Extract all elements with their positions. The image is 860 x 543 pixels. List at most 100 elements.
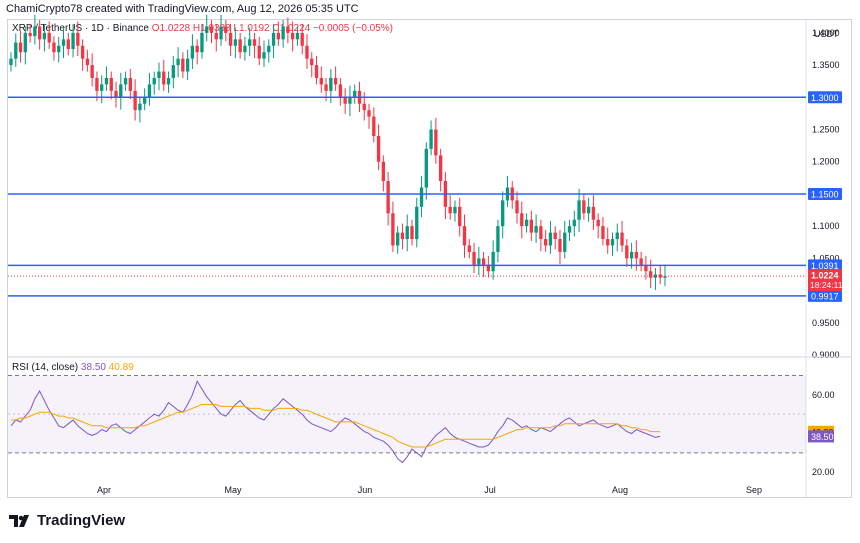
candle-body[interactable]: [219, 26, 223, 40]
candle-body[interactable]: [391, 213, 395, 246]
candle-body[interactable]: [248, 39, 252, 46]
candle-body[interactable]: [458, 206, 462, 227]
candle-body[interactable]: [100, 84, 104, 91]
candle-body[interactable]: [481, 258, 486, 265]
candle-body[interactable]: [348, 97, 352, 104]
candle-body[interactable]: [9, 58, 13, 66]
candle-body[interactable]: [190, 45, 195, 59]
candle-body[interactable]: [653, 274, 658, 278]
candle-body[interactable]: [209, 26, 214, 33]
candle-body[interactable]: [214, 32, 218, 40]
candle-body[interactable]: [152, 77, 156, 85]
candle-body[interactable]: [300, 32, 304, 46]
candle-body[interactable]: [438, 155, 443, 182]
candle-body[interactable]: [76, 32, 80, 46]
candle-body[interactable]: [57, 45, 61, 53]
candle-body[interactable]: [553, 232, 557, 240]
candle-body[interactable]: [290, 32, 295, 40]
candle-body[interactable]: [18, 42, 23, 53]
candle-body[interactable]: [142, 97, 147, 104]
candle-body[interactable]: [610, 239, 615, 246]
candle-body[interactable]: [396, 232, 400, 246]
candle-body[interactable]: [166, 77, 171, 85]
candle-body[interactable]: [529, 219, 534, 233]
candle-body[interactable]: [563, 232, 567, 252]
candle-body[interactable]: [47, 32, 51, 43]
candle-body[interactable]: [367, 110, 371, 117]
candle-body[interactable]: [243, 45, 247, 53]
candle-body[interactable]: [453, 206, 457, 214]
candle-body[interactable]: [376, 135, 381, 162]
candle-body[interactable]: [625, 245, 629, 259]
candle-body[interactable]: [601, 226, 605, 240]
candle-body[interactable]: [33, 26, 37, 37]
candle-body[interactable]: [467, 245, 471, 252]
candle-body[interactable]: [620, 232, 624, 246]
candle-body[interactable]: [448, 206, 452, 214]
candle-body[interactable]: [66, 39, 70, 49]
candle-body[interactable]: [524, 219, 529, 227]
symbol-title[interactable]: XRP / TetherUS · 1D · Binance: [12, 23, 149, 34]
candle-body[interactable]: [114, 90, 118, 98]
candle-body[interactable]: [61, 39, 66, 46]
candle-body[interactable]: [386, 181, 390, 214]
candle-body[interactable]: [534, 226, 538, 233]
candle-body[interactable]: [582, 200, 586, 214]
candle-body[interactable]: [381, 161, 386, 182]
candle-body[interactable]: [543, 239, 548, 246]
candle-body[interactable]: [314, 65, 319, 78]
candle-body[interactable]: [305, 45, 309, 59]
candle-body[interactable]: [310, 58, 314, 66]
candle-body[interactable]: [195, 45, 199, 53]
rsi-title[interactable]: RSI (14, close): [12, 362, 79, 373]
candle-body[interactable]: [128, 77, 133, 91]
candle-body[interactable]: [176, 58, 180, 66]
candle-body[interactable]: [228, 32, 233, 46]
candle-body[interactable]: [42, 32, 47, 40]
candle-body[interactable]: [649, 271, 653, 278]
candle-body[interactable]: [434, 129, 438, 156]
candle-body[interactable]: [200, 32, 204, 53]
candle-body[interactable]: [491, 251, 495, 272]
candle-body[interactable]: [205, 26, 209, 33]
tradingview-logo[interactable]: TradingView: [9, 512, 125, 529]
candle-body[interactable]: [419, 187, 424, 207]
candle-body[interactable]: [338, 84, 343, 98]
candle-body[interactable]: [224, 26, 228, 33]
candle-body[interactable]: [644, 264, 648, 272]
candle-body[interactable]: [109, 77, 113, 91]
candle-body[interactable]: [238, 39, 242, 53]
candle-body[interactable]: [362, 103, 366, 111]
candle-body[interactable]: [281, 26, 285, 40]
candle-body[interactable]: [333, 77, 338, 85]
candle-body[interactable]: [147, 84, 152, 98]
candle-body[interactable]: [567, 226, 572, 233]
candle-body[interactable]: [586, 206, 591, 214]
currency-unit[interactable]: USDT: [814, 29, 839, 39]
candle-body[interactable]: [591, 206, 596, 220]
candle-body[interactable]: [462, 226, 467, 246]
candle-body[interactable]: [119, 84, 123, 98]
candle-body[interactable]: [133, 90, 137, 111]
candle-body[interactable]: [405, 226, 409, 240]
candle-body[interactable]: [539, 226, 543, 240]
candle-body[interactable]: [501, 200, 505, 227]
candle-body[interactable]: [615, 232, 619, 240]
candle-body[interactable]: [634, 251, 639, 259]
candle-body[interactable]: [233, 39, 238, 46]
candle-body[interactable]: [267, 45, 271, 53]
candle-body[interactable]: [262, 52, 266, 59]
candle-body[interactable]: [472, 251, 476, 265]
candle-body[interactable]: [162, 71, 166, 85]
rsi-line[interactable]: [10, 380, 661, 464]
candle-body[interactable]: [252, 39, 257, 46]
candle-body[interactable]: [157, 71, 161, 78]
candle-body[interactable]: [319, 77, 323, 85]
candle-body[interactable]: [515, 200, 519, 214]
candle-body[interactable]: [28, 32, 32, 37]
candle-body[interactable]: [629, 251, 634, 259]
rsi-ma-line[interactable]: [11, 404, 661, 448]
candle-body[interactable]: [477, 258, 481, 265]
candle-body[interactable]: [400, 232, 405, 240]
